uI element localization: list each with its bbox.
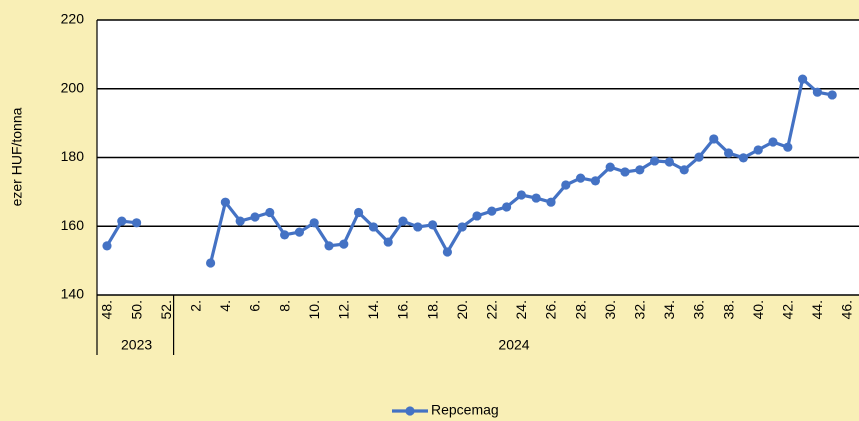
x-tick-label: 20. [454,300,470,319]
data-point [280,230,290,240]
data-point [339,239,349,249]
x-tick-label: 40. [750,300,766,319]
data-point [738,153,749,163]
x-tick-label: 36. [691,300,707,319]
data-point [413,222,423,232]
x-tick-label: 44. [809,300,825,319]
x-tick-label: 42. [780,300,796,319]
data-point [590,176,601,186]
x-tick-label: 52. [158,300,174,319]
x-tick-label: 28. [572,300,588,319]
y-tick-label: 160 [61,217,85,233]
data-point [664,157,675,167]
data-point [368,222,378,232]
data-point [206,258,216,268]
x-tick-label: 30. [602,300,618,319]
x-tick-label: 16. [395,300,411,319]
group-label: 2023 [121,337,152,353]
x-tick-label: 50. [128,300,144,319]
data-point [117,216,127,226]
data-point [102,241,112,251]
data-point [428,220,438,230]
x-tick-label: 6. [247,300,263,312]
data-point [502,202,512,212]
x-tick-label: 24. [513,300,529,319]
x-tick-label: 14. [365,300,381,319]
data-point [768,137,778,147]
data-point [546,197,556,207]
data-point [220,197,230,207]
data-point [812,87,823,97]
data-point [442,247,452,257]
x-tick-label: 18. [424,300,440,319]
data-point [294,227,304,237]
x-tick-label: 48. [99,300,115,319]
data-point [724,148,734,158]
x-tick-label: 22. [484,300,500,319]
x-tick-label: 4. [217,300,233,312]
y-tick-label: 140 [61,286,85,302]
x-tick-label: 46. [839,300,855,319]
data-point [309,218,319,228]
x-tick-label: 8. [276,300,292,312]
data-point [650,156,660,166]
y-tick-label: 220 [61,11,85,27]
data-point [457,222,467,232]
data-point [605,162,615,172]
x-tick-label: 2. [188,300,204,312]
data-point [398,216,408,226]
data-point [798,74,808,84]
data-point [753,145,763,155]
y-axis-label: ezer HUF/tonna [9,107,25,206]
data-point [694,152,704,162]
data-point [635,165,645,175]
data-point [516,190,527,200]
x-tick-label: 38. [720,300,736,319]
group-label: 2024 [498,337,529,353]
data-point [250,212,260,222]
x-tick-label: 32. [632,300,648,319]
x-tick-label: 12. [336,300,352,319]
data-point [383,237,393,247]
data-point [324,241,334,251]
data-point [472,211,482,221]
data-point [235,216,245,226]
data-point [354,207,364,218]
x-tick-label: 10. [306,300,322,319]
data-point [620,167,630,177]
data-point [679,165,689,175]
data-point [709,134,719,144]
data-point [487,206,497,216]
y-tick-label: 200 [61,79,85,95]
legend-marker [405,406,415,416]
x-tick-label: 26. [543,300,559,319]
data-point [265,207,275,218]
data-point [783,142,793,152]
data-point [132,218,142,228]
data-point [531,193,541,203]
legend-label: Repcemag [431,402,499,418]
data-point [827,90,837,100]
x-tick-label: 34. [661,300,677,319]
data-point [561,180,571,190]
y-tick-label: 180 [61,148,85,164]
data-point [576,173,586,183]
